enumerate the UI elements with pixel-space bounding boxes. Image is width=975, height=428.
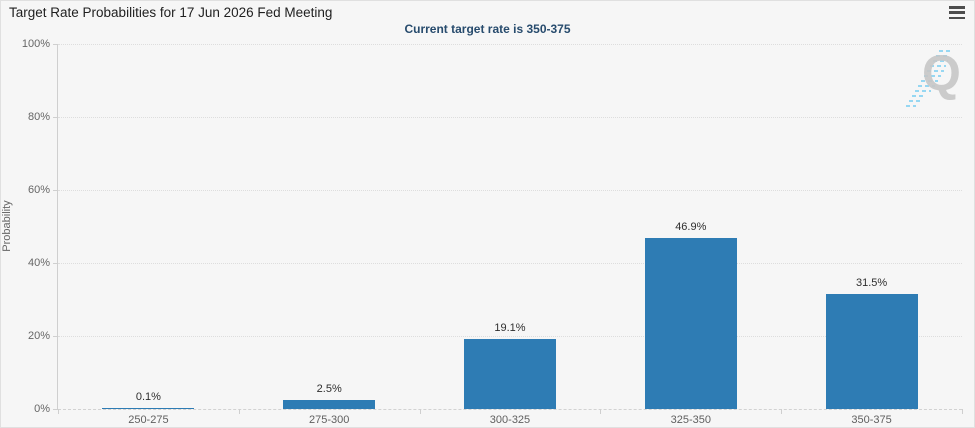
- y-axis-label: 60%: [27, 184, 50, 196]
- y-gridline: [58, 190, 962, 191]
- x-axis-tick: [238, 409, 240, 414]
- y-gridline: [58, 117, 962, 118]
- x-axis-label: 250-275: [128, 414, 169, 426]
- bar-value-label: 19.1%: [494, 322, 526, 334]
- y-axis-label: 80%: [27, 111, 50, 123]
- x-axis-tick: [58, 409, 59, 414]
- bar-275-300[interactable]: [283, 400, 376, 409]
- y-axis-label: 100%: [21, 38, 50, 50]
- y-axis-tick: [53, 117, 58, 118]
- y-axis-title: Probability: [1, 200, 13, 252]
- chart-subtitle: Current target rate is 350-375: [404, 22, 571, 36]
- y-axis-tick: [53, 409, 58, 410]
- x-axis-tick: [600, 409, 602, 414]
- y-axis-label: 40%: [27, 257, 50, 269]
- x-axis-label: 350-375: [851, 414, 892, 426]
- y-axis-line: [57, 44, 58, 409]
- quikstrike-logo: Q: [904, 46, 966, 110]
- x-axis-line: [58, 409, 962, 410]
- bar-250-275[interactable]: [102, 408, 195, 409]
- bar-value-label: 31.5%: [855, 277, 888, 289]
- y-gridline: [58, 263, 962, 264]
- bar-value-label: 0.1%: [135, 391, 161, 403]
- x-axis-label: 275-300: [309, 414, 350, 426]
- logo-slash-hatch-icon: [906, 50, 950, 107]
- y-gridline: [58, 336, 962, 337]
- page-title: Target Rate Probabilities for 17 Jun 202…: [9, 5, 333, 20]
- y-axis-tick: [53, 190, 58, 191]
- x-axis-tick: [962, 409, 963, 414]
- logo-letter: Q: [922, 45, 961, 101]
- y-gridline: [58, 44, 962, 45]
- bar-value-label: 46.9%: [675, 221, 707, 233]
- x-axis-label: 325-350: [670, 414, 711, 426]
- y-axis-tick: [53, 263, 58, 264]
- x-axis-label: 300-325: [489, 414, 531, 426]
- y-axis-tick: [53, 336, 58, 337]
- hamburger-menu-icon[interactable]: [949, 6, 965, 19]
- x-axis-tick: [419, 409, 421, 414]
- bar-value-label: 2.5%: [316, 383, 342, 395]
- y-axis-tick: [53, 44, 58, 45]
- bar-325-350[interactable]: [644, 238, 737, 409]
- y-axis-label: 20%: [27, 330, 50, 342]
- y-axis-label: 0%: [34, 403, 50, 415]
- bar-350-375[interactable]: [825, 294, 918, 409]
- bar-300-325[interactable]: [464, 339, 556, 409]
- x-axis-tick: [781, 409, 783, 414]
